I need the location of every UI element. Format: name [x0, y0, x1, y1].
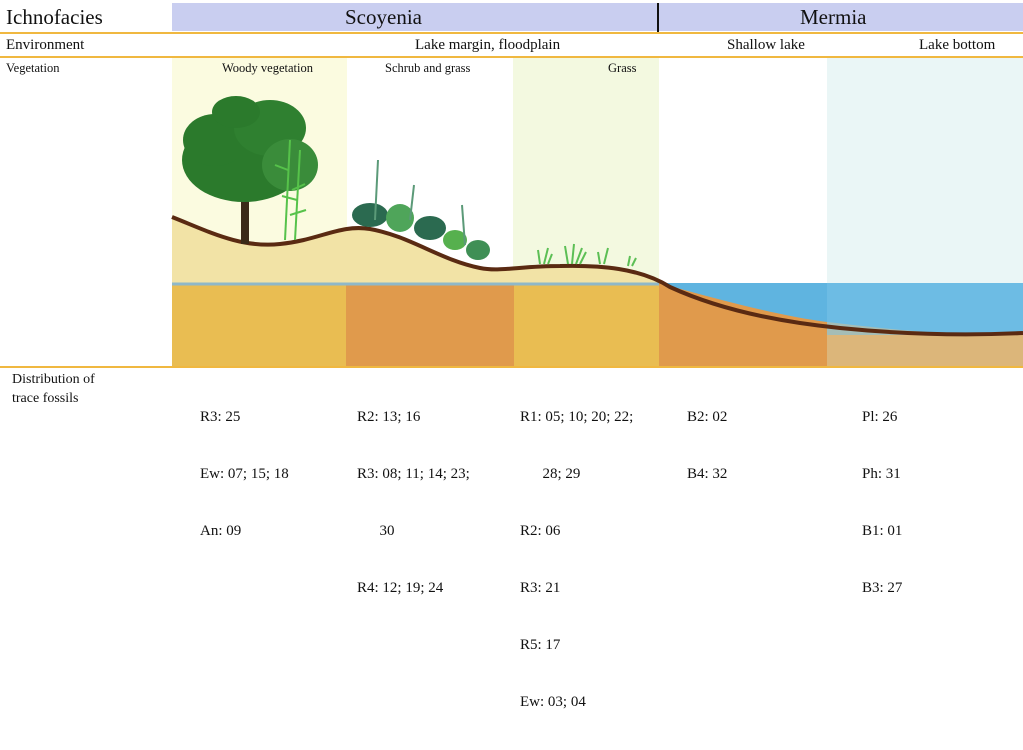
dist-grass-item: R2: 06 — [520, 523, 561, 539]
dist-bottom-item: Pl: 26 — [862, 409, 898, 425]
dist-schrub-item: 30 — [357, 523, 395, 539]
ichnofacies-label: Ichnofacies — [6, 5, 103, 29]
dist-woody-item: Ew: 07; 15; 18 — [200, 466, 289, 482]
env-lake-bottom: Lake bottom — [919, 37, 996, 53]
lake-bottom-bg — [827, 58, 1023, 283]
layer-woody — [172, 283, 346, 366]
dist-bottom-item: B3: 27 — [862, 580, 903, 596]
environment-label: Environment — [6, 37, 85, 53]
dist-schrub-item: R4: 12; 19; 24 — [357, 580, 444, 596]
dist-grass-item: 28; 29 — [520, 466, 581, 482]
env-lake-margin: Lake margin, floodplain — [415, 37, 561, 53]
dist-bottom: Pl: 26 Ph: 31 B1: 01 B3: 27 — [862, 370, 902, 636]
dist-grass-item: R5: 17 — [520, 637, 561, 653]
dist-grass-item: Ew: 03; 04 — [520, 694, 586, 710]
dist-woody: R3: 25 Ew: 07; 15; 18 An: 09 — [200, 370, 289, 579]
dist-shallow-item: B2: 02 — [687, 409, 728, 425]
lake-bottom-water — [827, 283, 1023, 335]
veg-schrub: Schrub and grass — [385, 61, 471, 75]
dist-schrub: R2: 13; 16 R3: 08; 11; 14; 23; 30 R4: 12… — [357, 370, 470, 636]
mermia-title: Mermia — [800, 5, 867, 29]
vegetation-label: Vegetation — [6, 61, 60, 75]
dist-grass-item: R3: 21 — [520, 580, 561, 596]
dist-bottom-item: Ph: 31 — [862, 466, 901, 482]
header-band — [172, 3, 1023, 31]
dist-shallow: B2: 02 B4: 32 — [687, 370, 727, 522]
dist-bottom-item: B1: 01 — [862, 523, 903, 539]
veg-grass: Grass — [608, 61, 637, 75]
figure: Ichnofacies Scoyenia Mermia Environment … — [0, 3, 1023, 710]
dist-grass-item: R1: 05; 10; 20; 22; — [520, 409, 634, 425]
dist-woody-item: An: 09 — [200, 523, 242, 539]
bamboo-icon — [274, 139, 307, 241]
grass-bg — [513, 58, 659, 283]
scoyenia-title: Scoyenia — [345, 5, 422, 29]
grass-icon — [537, 243, 637, 267]
distribution-label-line1: Distribution of — [12, 372, 95, 387]
dist-grass: R1: 05; 10; 20; 22; 28; 29 R2: 06 R3: 21… — [520, 370, 633, 750]
dist-schrub-item: R3: 08; 11; 14; 23; — [357, 466, 470, 482]
tree-icon — [182, 96, 318, 244]
soil — [172, 217, 659, 283]
layer-schrub — [346, 283, 514, 366]
layer-grass — [514, 283, 659, 366]
veg-woody: Woody vegetation — [222, 61, 313, 75]
dist-shallow-item: B4: 32 — [687, 466, 728, 482]
diagram-canvas — [0, 3, 1023, 368]
dist-woody-item: R3: 25 — [200, 409, 241, 425]
dist-schrub-item: R2: 13; 16 — [357, 409, 421, 425]
env-shallow-lake: Shallow lake — [727, 37, 805, 53]
header-label-cell — [0, 3, 172, 31]
shrub-icon — [352, 159, 490, 260]
distribution-label-line2: trace fossils — [12, 391, 79, 406]
distribution-label: Distribution of trace fossils — [12, 370, 95, 408]
ground-surface — [171, 215, 1023, 337]
